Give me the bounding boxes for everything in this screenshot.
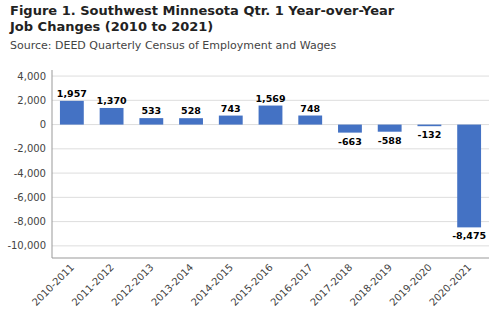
bar [60,101,84,125]
bar [219,116,243,125]
data-label: -588 [378,135,402,146]
source: Source: DEED Quarterly Census of Employm… [10,39,336,52]
grid-line [52,148,489,149]
title: Job Changes (2010 to 2021) [9,19,213,34]
data-label: 748 [300,103,320,114]
bar [378,125,402,132]
y-tick-label: -2,000 [14,143,46,154]
data-label: 528 [181,105,201,116]
y-tick-label: 4,000 [17,71,46,82]
y-tick-label: -6,000 [14,192,46,203]
y-tick-label: 2,000 [17,95,46,106]
x-tick-label: 2020-2021 [427,262,473,308]
title: Figure 1. Southwest Minnesota Qtr. 1 Yea… [10,3,395,18]
bar [338,125,362,133]
y-axis [52,70,53,258]
data-label: 1,957 [57,88,87,99]
data-label: 1,370 [97,95,127,106]
data-label: -663 [338,136,362,147]
grid-line [52,221,489,222]
grid-line [52,245,489,246]
data-label: 1,569 [255,93,285,104]
grid-line [52,173,489,174]
y-tick-label: 0 [40,119,46,130]
bar [100,108,124,125]
grid-line [52,76,489,77]
data-label: -132 [418,129,442,140]
bar [259,106,283,125]
bar [417,125,441,127]
y-tick-label: -8,000 [14,216,46,227]
data-label: 743 [221,103,241,114]
bar [179,118,203,124]
bar [298,116,322,125]
bar [457,125,481,228]
bar [139,118,163,124]
bars [60,101,481,228]
grid [52,76,489,246]
grid-line [52,197,489,198]
data-label: 533 [141,105,161,116]
y-tick-label: -4,000 [14,168,46,179]
chart: Figure 1. Southwest Minnesota Qtr. 1 Yea… [0,0,499,332]
y-tick-label: -10,000 [7,240,46,251]
data-label: -8,475 [452,230,486,241]
x-axis [52,258,489,259]
